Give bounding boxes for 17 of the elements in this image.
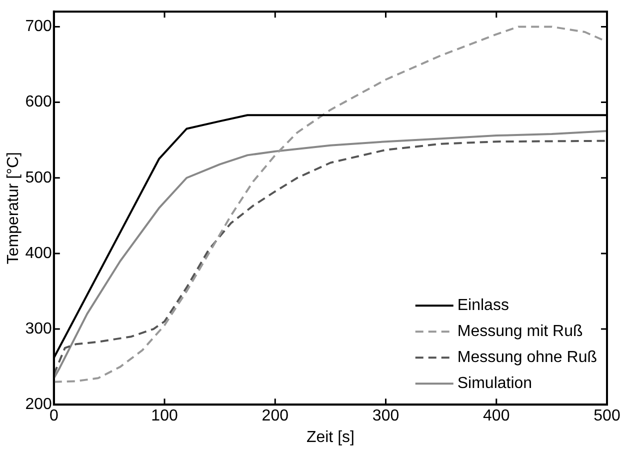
x-tick-label: 500 (594, 408, 620, 425)
x-tick-label: 300 (372, 408, 400, 425)
y-axis-title: Temperatur [°C] (5, 152, 22, 264)
y-tick-label: 400 (25, 244, 52, 262)
x-axis-title: Zeit [s] (306, 428, 354, 446)
x-tick-label: 200 (262, 408, 289, 425)
legend-label: Einlass (457, 297, 509, 314)
legend-label: Messung ohne Ruß (457, 349, 598, 366)
y-tick-label: 300 (25, 320, 52, 338)
x-tick-label: 100 (151, 408, 178, 425)
y-tick-label: 500 (25, 169, 52, 186)
legend-label: Simulation (457, 375, 532, 392)
y-tick-label: 600 (25, 94, 52, 111)
y-tick-label: 700 (25, 18, 52, 36)
x-tick-label: 0 (49, 408, 58, 425)
x-tick-label: 400 (483, 408, 510, 425)
legend-label: Messung mit Ruß (457, 323, 583, 340)
